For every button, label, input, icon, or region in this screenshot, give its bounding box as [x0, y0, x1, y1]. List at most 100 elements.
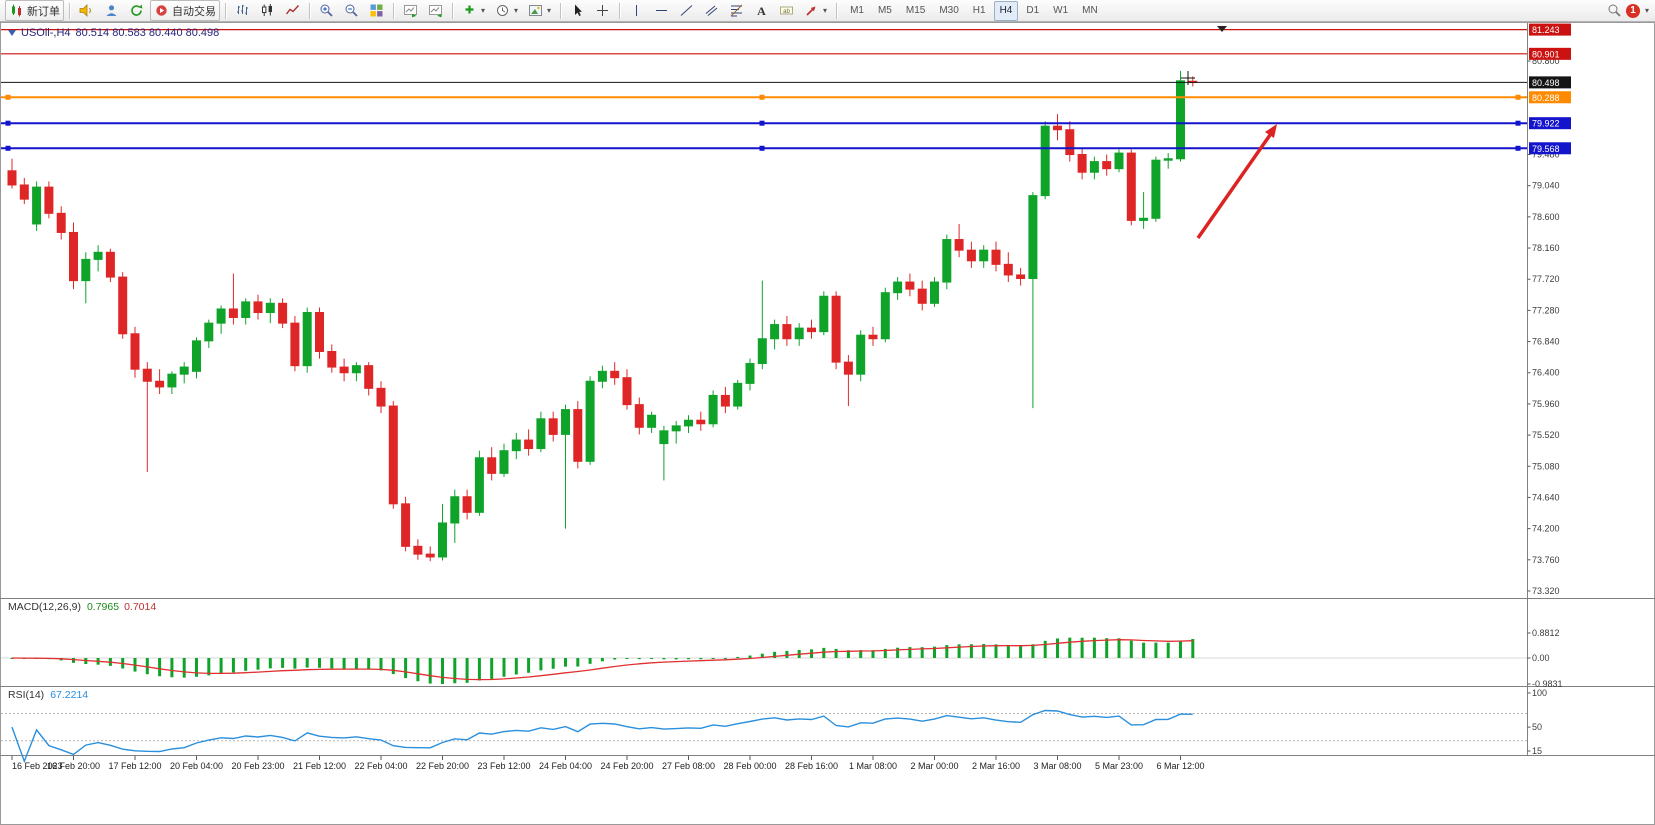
timeframe-button-m15[interactable]: M15 [905, 5, 926, 16]
candle [942, 239, 952, 283]
macd-histogram-bar [1191, 638, 1195, 658]
templates-button[interactable]: ▾ [524, 0, 555, 21]
macd-histogram-bar [145, 658, 149, 675]
bar-chart-icon [237, 5, 248, 15]
rsi-indicator-label: RSI(14) 67.2214 [8, 689, 88, 701]
zoom-out-button[interactable] [340, 0, 363, 21]
macd-histogram-bar [72, 658, 75, 663]
time-axis-label: 5 Mar 23:00 [1095, 761, 1143, 771]
candle [585, 380, 595, 462]
line-handle[interactable] [5, 94, 11, 100]
candle [1016, 274, 1026, 280]
timeframe-button-m1[interactable]: M1 [850, 5, 864, 16]
annotation-arrow[interactable] [1196, 133, 1272, 240]
line-handle[interactable] [5, 145, 11, 151]
annotation-arrow-head[interactable] [1265, 124, 1277, 138]
timeframe-button-mn[interactable]: MN [1082, 5, 1098, 16]
zoom-in-button[interactable] [315, 0, 338, 21]
crosshair-icon [597, 5, 609, 16]
line-handle[interactable] [759, 145, 765, 151]
time-axis-label: 24 Feb 20:00 [600, 761, 653, 771]
candlestick-mode-button[interactable] [256, 0, 279, 21]
profile-icon [106, 5, 117, 16]
macd-histogram-bar [662, 658, 666, 660]
fibonacci-tool-button[interactable] [725, 0, 748, 21]
vertical-line-tool-button[interactable] [625, 0, 648, 21]
timeframe-button-w1[interactable]: W1 [1053, 5, 1069, 16]
candle [720, 394, 730, 407]
macd-histogram-bar [1080, 637, 1084, 658]
candle [917, 288, 927, 304]
accounts-button[interactable] [100, 0, 123, 21]
line-handle[interactable] [759, 120, 765, 126]
price-badge [1529, 142, 1571, 155]
alerts-button[interactable] [75, 0, 98, 21]
label-tool-button[interactable]: ab [775, 0, 798, 21]
timeframe-button-h4[interactable]: H4 [993, 0, 1019, 21]
price-axis-label: 75.080 [1532, 461, 1560, 471]
line-handle[interactable] [5, 120, 11, 126]
timeframe-button-h1[interactable]: H1 [972, 5, 986, 16]
macd-histogram-bar [1031, 644, 1035, 658]
timeframe-button-m5[interactable]: M5 [877, 5, 892, 16]
line-chart-mode-button[interactable] [281, 0, 304, 21]
candle [401, 503, 411, 547]
line-handle[interactable] [1515, 120, 1521, 126]
new-order-button[interactable]: 新订单 [5, 0, 64, 21]
autotrade-button[interactable]: 自动交易 [150, 0, 220, 21]
candle [843, 361, 853, 375]
price-axis-label: 73.320 [1532, 586, 1560, 596]
chart-shift-marker[interactable] [1217, 26, 1227, 32]
macd-histogram-bar [871, 650, 875, 658]
timeframe-group: M1 M5 M15 M30 H1 H4 D1 W1 MN [843, 0, 1105, 21]
line-handle[interactable] [1515, 145, 1521, 151]
notification-badge[interactable]: 1 [1625, 3, 1640, 18]
svg-text:A: A [757, 4, 766, 18]
time-axis-label: 24 Feb 04:00 [539, 761, 592, 771]
candle [142, 368, 152, 382]
price-badge-label: 80.288 [1532, 93, 1560, 103]
macd-histogram-bar [650, 658, 654, 659]
macd-histogram-bar [994, 644, 998, 658]
trendline-tool-button[interactable] [675, 0, 698, 21]
price-axis-label: 73.760 [1532, 555, 1560, 565]
auto-scroll-button[interactable] [399, 0, 422, 21]
bar-chart-mode-button[interactable] [231, 0, 254, 21]
macd-histogram-bar [1105, 638, 1109, 658]
add-indicator-button[interactable]: ▾ [458, 0, 489, 21]
cursor-tool-button[interactable] [566, 0, 589, 21]
timeframe-button-m30[interactable]: M30 [939, 5, 959, 16]
candle [868, 334, 878, 340]
symbol-dropdown-icon[interactable] [8, 30, 16, 36]
line-handle[interactable] [759, 94, 765, 100]
macd-histogram-bar [244, 658, 248, 671]
arrows-tool-button[interactable]: ▾ [800, 0, 831, 21]
toolbar-separator [393, 2, 394, 19]
zoom-out-icon [345, 4, 358, 17]
candle [561, 409, 570, 435]
candle [782, 324, 792, 340]
price-axis-label: 76.840 [1532, 337, 1560, 347]
candle [511, 439, 521, 452]
text-tool-button[interactable]: A [750, 0, 773, 21]
line-handle[interactable] [1515, 94, 1521, 100]
timeframe-button-d1[interactable]: D1 [1026, 5, 1040, 16]
crosshair-tool-button[interactable] [591, 0, 614, 21]
chart-shift-button[interactable] [424, 0, 447, 21]
macd-histogram-bar [477, 658, 481, 681]
macd-histogram-bar [293, 658, 297, 669]
rsi-value: 67.2214 [50, 689, 89, 701]
horizontal-line-tool-button[interactable] [650, 0, 673, 21]
price-badge-label: 80.901 [1532, 49, 1560, 59]
toolbar-separator [69, 2, 70, 19]
tile-windows-button[interactable] [365, 0, 388, 21]
macd-histogram-bar [748, 655, 752, 658]
channel-tool-button[interactable] [700, 0, 723, 21]
refresh-button[interactable] [125, 0, 148, 21]
price-axis-label: 77.280 [1532, 305, 1560, 315]
periods-button[interactable]: ▾ [491, 0, 522, 21]
macd-histogram-bar [933, 646, 936, 658]
search-icon[interactable] [1607, 3, 1622, 18]
chevron-down-icon[interactable]: ▾ [1644, 6, 1649, 15]
